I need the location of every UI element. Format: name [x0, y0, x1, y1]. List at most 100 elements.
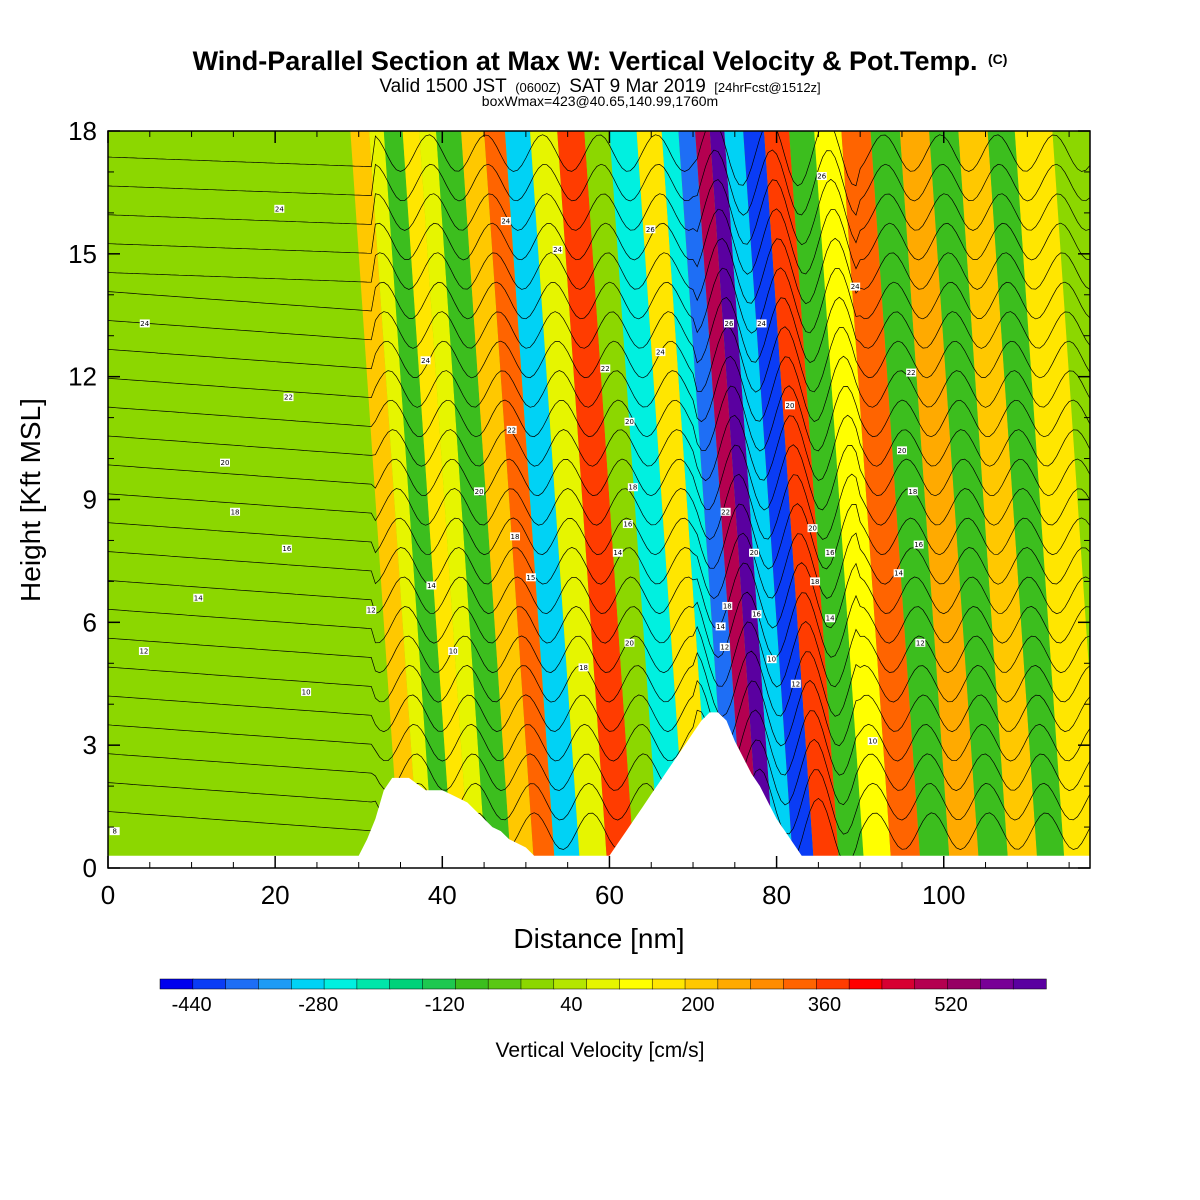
contour-label: 14: [894, 570, 903, 578]
isentrope-line: [108, 414, 1090, 482]
contour-label-box: [913, 540, 924, 549]
velocity-band: [436, 131, 512, 868]
contour-label: 20: [750, 549, 759, 557]
velocity-band: [1014, 131, 1090, 868]
colorbar-tick-label: 360: [808, 994, 841, 1016]
colorbar-swatch: [980, 978, 1014, 990]
title-main: Wind-Parallel Section at Max W: Vertical…: [193, 46, 978, 76]
isentrope-line: [108, 621, 1090, 688]
contour-label-box: [578, 663, 589, 672]
contour-label-box: [510, 532, 521, 541]
contour-label-box: [784, 401, 795, 410]
y-tick-label: 15: [68, 239, 97, 269]
contour-label: 12: [367, 607, 376, 615]
contour-label: 14: [826, 615, 835, 623]
contour-label-box: [816, 172, 827, 181]
colorbar: -440 -280 -120 40 200 360 520: [159, 978, 1047, 1016]
contour-label: 24: [553, 246, 562, 254]
velocity-band: [899, 131, 980, 868]
colorbar-swatch: [848, 978, 883, 990]
contour-label-box: [893, 569, 904, 578]
isentrope-line: [108, 709, 1090, 776]
contour-label: 20: [897, 447, 906, 455]
colorbar-swatch: [520, 978, 555, 990]
contour-label: 22: [601, 365, 610, 373]
x-tick-label: 0: [101, 880, 115, 910]
y-tick-label: 9: [83, 485, 97, 515]
contour-label-box: [907, 487, 918, 496]
contour-label-box: [624, 417, 635, 426]
contour-label: 15: [526, 574, 535, 582]
contour-label-box: [612, 548, 623, 557]
velocity-band: [695, 131, 760, 868]
colorbar-tick-label: -120: [425, 994, 465, 1016]
velocity-band: [484, 131, 556, 868]
colorbar-tick-label: 520: [934, 994, 967, 1016]
colorbar-swatch: [717, 978, 752, 990]
subtitle-valid: Valid 1500 JST: [379, 76, 507, 97]
isentrope-line: [108, 473, 1090, 541]
colorbar-swatch: [586, 978, 621, 990]
colorbar-swatch: [783, 978, 817, 990]
contour-label-box: [722, 601, 733, 610]
contour-label: 12: [916, 639, 925, 647]
velocity-band: [987, 131, 1065, 868]
x-axis-ticks: 0 20 40 60 80 100: [101, 131, 1070, 910]
colorbar-swatch: [684, 978, 719, 990]
contour-label-box: [766, 655, 777, 664]
contour-label: 12: [720, 643, 729, 651]
contour-label-box: [525, 573, 536, 582]
contour-label: 24: [275, 205, 284, 213]
contour-label-box: [230, 507, 241, 516]
contour-label: 20: [786, 402, 795, 410]
x-tick-label: 100: [922, 880, 965, 910]
contour-label-box: [850, 282, 861, 291]
contour-label-box: [756, 319, 767, 328]
isentrope-line: [108, 562, 1090, 629]
contour-label: 24: [851, 283, 860, 291]
contour-label: 16: [752, 611, 761, 619]
velocity-band: [929, 131, 1009, 868]
contour-label: 12: [791, 680, 800, 688]
colorbar-swatch: [816, 978, 850, 990]
contour-label: 20: [221, 459, 230, 467]
x-axis-title: Distance [nm]: [513, 923, 684, 954]
contour-label-box: [138, 646, 149, 655]
colorbar-swatch: [291, 978, 325, 990]
contour-label-box: [906, 368, 917, 377]
colorbar-swatch: [1012, 978, 1047, 990]
y-tick-label: 18: [68, 116, 97, 146]
contour-label-box: [193, 593, 204, 602]
contour-label: 20: [475, 488, 484, 496]
contour-label: 24: [757, 320, 766, 328]
colorbar-swatch: [389, 978, 424, 990]
isentrope-line: [108, 355, 1090, 423]
contour-label-box: [506, 425, 517, 434]
contour-label: 10: [302, 688, 311, 696]
contour-label-box: [420, 356, 431, 365]
plot-area: 8 12 14 16 18 20 22 24 24 10 12 14 10 20 18 15 22 24 24 24 1…: [68, 116, 1091, 910]
isentrope-line: [108, 738, 1090, 806]
contour-label-box: [655, 348, 666, 357]
isentrope-line: [108, 326, 1090, 393]
isentrope-line: [108, 149, 1090, 216]
isentropes: [108, 131, 1090, 865]
contour-label-box: [790, 679, 801, 688]
box-subtitle: boxWmax=423@40.65,140.99,1760m: [482, 93, 718, 109]
contour-label-box: [109, 827, 120, 836]
colorbar-swatch: [323, 978, 358, 990]
contour-label-box: [810, 577, 821, 586]
colorbar-swatch: [258, 978, 292, 990]
contour-label-box: [301, 687, 312, 696]
x-tick-label: 20: [261, 880, 290, 910]
colorbar-swatch: [159, 978, 194, 990]
contour-label: 16: [914, 541, 923, 549]
colorbar-tick-label: 200: [681, 994, 714, 1016]
velocity-band: [678, 131, 746, 868]
contour-label-box: [825, 548, 836, 557]
contour-label: 18: [628, 484, 637, 492]
y-tick-label: 0: [83, 853, 97, 883]
contour-label-box: [749, 548, 760, 557]
isentrope-line: [108, 532, 1090, 600]
contour-label-box: [366, 606, 377, 615]
